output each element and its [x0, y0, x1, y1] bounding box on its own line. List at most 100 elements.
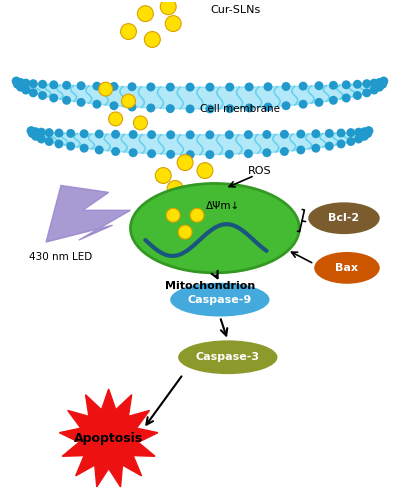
Circle shape: [346, 137, 356, 146]
Circle shape: [38, 80, 47, 88]
Circle shape: [337, 140, 346, 148]
Circle shape: [147, 130, 156, 139]
Circle shape: [354, 128, 363, 136]
Circle shape: [329, 96, 338, 105]
Circle shape: [120, 24, 136, 40]
Circle shape: [27, 126, 36, 136]
Circle shape: [177, 154, 193, 170]
Circle shape: [165, 16, 181, 32]
Circle shape: [45, 137, 53, 146]
Circle shape: [363, 127, 372, 136]
Circle shape: [62, 96, 71, 105]
Circle shape: [77, 98, 85, 107]
Circle shape: [296, 130, 305, 138]
Circle shape: [296, 146, 305, 154]
Circle shape: [360, 128, 369, 136]
Circle shape: [369, 78, 379, 88]
Circle shape: [49, 94, 58, 102]
Circle shape: [109, 102, 119, 110]
Circle shape: [362, 88, 371, 98]
Circle shape: [280, 147, 289, 156]
Circle shape: [28, 129, 37, 138]
Circle shape: [363, 129, 372, 138]
Circle shape: [13, 80, 22, 88]
Circle shape: [29, 79, 38, 88]
Polygon shape: [59, 389, 158, 487]
Circle shape: [245, 82, 254, 92]
Circle shape: [205, 82, 214, 92]
Polygon shape: [31, 131, 369, 154]
Circle shape: [364, 126, 373, 136]
Circle shape: [99, 82, 113, 96]
Circle shape: [95, 146, 104, 154]
Circle shape: [314, 82, 324, 90]
Circle shape: [263, 148, 271, 157]
Circle shape: [166, 208, 180, 222]
Text: Bax: Bax: [336, 263, 358, 273]
Polygon shape: [16, 81, 384, 109]
Circle shape: [353, 91, 362, 100]
Circle shape: [282, 102, 290, 110]
Circle shape: [205, 104, 214, 114]
Circle shape: [311, 130, 320, 138]
Ellipse shape: [314, 252, 380, 284]
Circle shape: [16, 82, 25, 92]
Circle shape: [146, 104, 155, 112]
Circle shape: [263, 82, 273, 91]
Circle shape: [245, 104, 254, 112]
Text: 430 nm LED: 430 nm LED: [30, 252, 93, 262]
Circle shape: [186, 130, 195, 140]
Text: ΔΨm↓: ΔΨm↓: [206, 202, 240, 211]
Circle shape: [298, 82, 308, 90]
Circle shape: [128, 102, 136, 112]
Circle shape: [16, 78, 25, 87]
Circle shape: [45, 128, 53, 137]
Circle shape: [95, 130, 104, 138]
Circle shape: [155, 168, 171, 184]
Circle shape: [31, 128, 40, 136]
Circle shape: [282, 82, 290, 91]
Circle shape: [109, 112, 122, 126]
Circle shape: [298, 100, 308, 108]
Circle shape: [337, 128, 346, 138]
Circle shape: [225, 150, 234, 159]
Circle shape: [29, 88, 38, 98]
Circle shape: [197, 162, 213, 178]
Circle shape: [66, 142, 75, 150]
Circle shape: [329, 81, 338, 90]
Circle shape: [244, 130, 253, 139]
Ellipse shape: [308, 202, 380, 234]
Circle shape: [144, 32, 160, 48]
Circle shape: [263, 130, 271, 139]
Circle shape: [342, 94, 351, 102]
Text: Cell membrane: Cell membrane: [200, 104, 280, 114]
Circle shape: [314, 98, 324, 107]
Circle shape: [280, 130, 289, 138]
Circle shape: [80, 144, 89, 152]
Circle shape: [379, 76, 388, 86]
Circle shape: [111, 130, 120, 138]
Circle shape: [325, 129, 334, 138]
Circle shape: [12, 76, 21, 86]
Circle shape: [146, 82, 155, 92]
Circle shape: [128, 82, 136, 91]
Text: Apoptosis: Apoptosis: [74, 432, 143, 445]
Circle shape: [369, 86, 379, 94]
Circle shape: [353, 80, 362, 88]
Circle shape: [66, 129, 75, 138]
Text: Mitochondrion: Mitochondrion: [165, 281, 255, 291]
Text: Caspase-9: Caspase-9: [188, 294, 252, 304]
Circle shape: [31, 132, 40, 141]
Circle shape: [244, 149, 253, 158]
Circle shape: [147, 149, 156, 158]
Circle shape: [263, 102, 273, 112]
Circle shape: [378, 78, 387, 86]
Circle shape: [133, 116, 147, 130]
Circle shape: [225, 82, 234, 92]
Circle shape: [93, 100, 101, 108]
Circle shape: [22, 86, 30, 94]
Circle shape: [37, 128, 46, 136]
Circle shape: [38, 91, 47, 100]
Circle shape: [178, 225, 192, 239]
Circle shape: [360, 132, 369, 141]
